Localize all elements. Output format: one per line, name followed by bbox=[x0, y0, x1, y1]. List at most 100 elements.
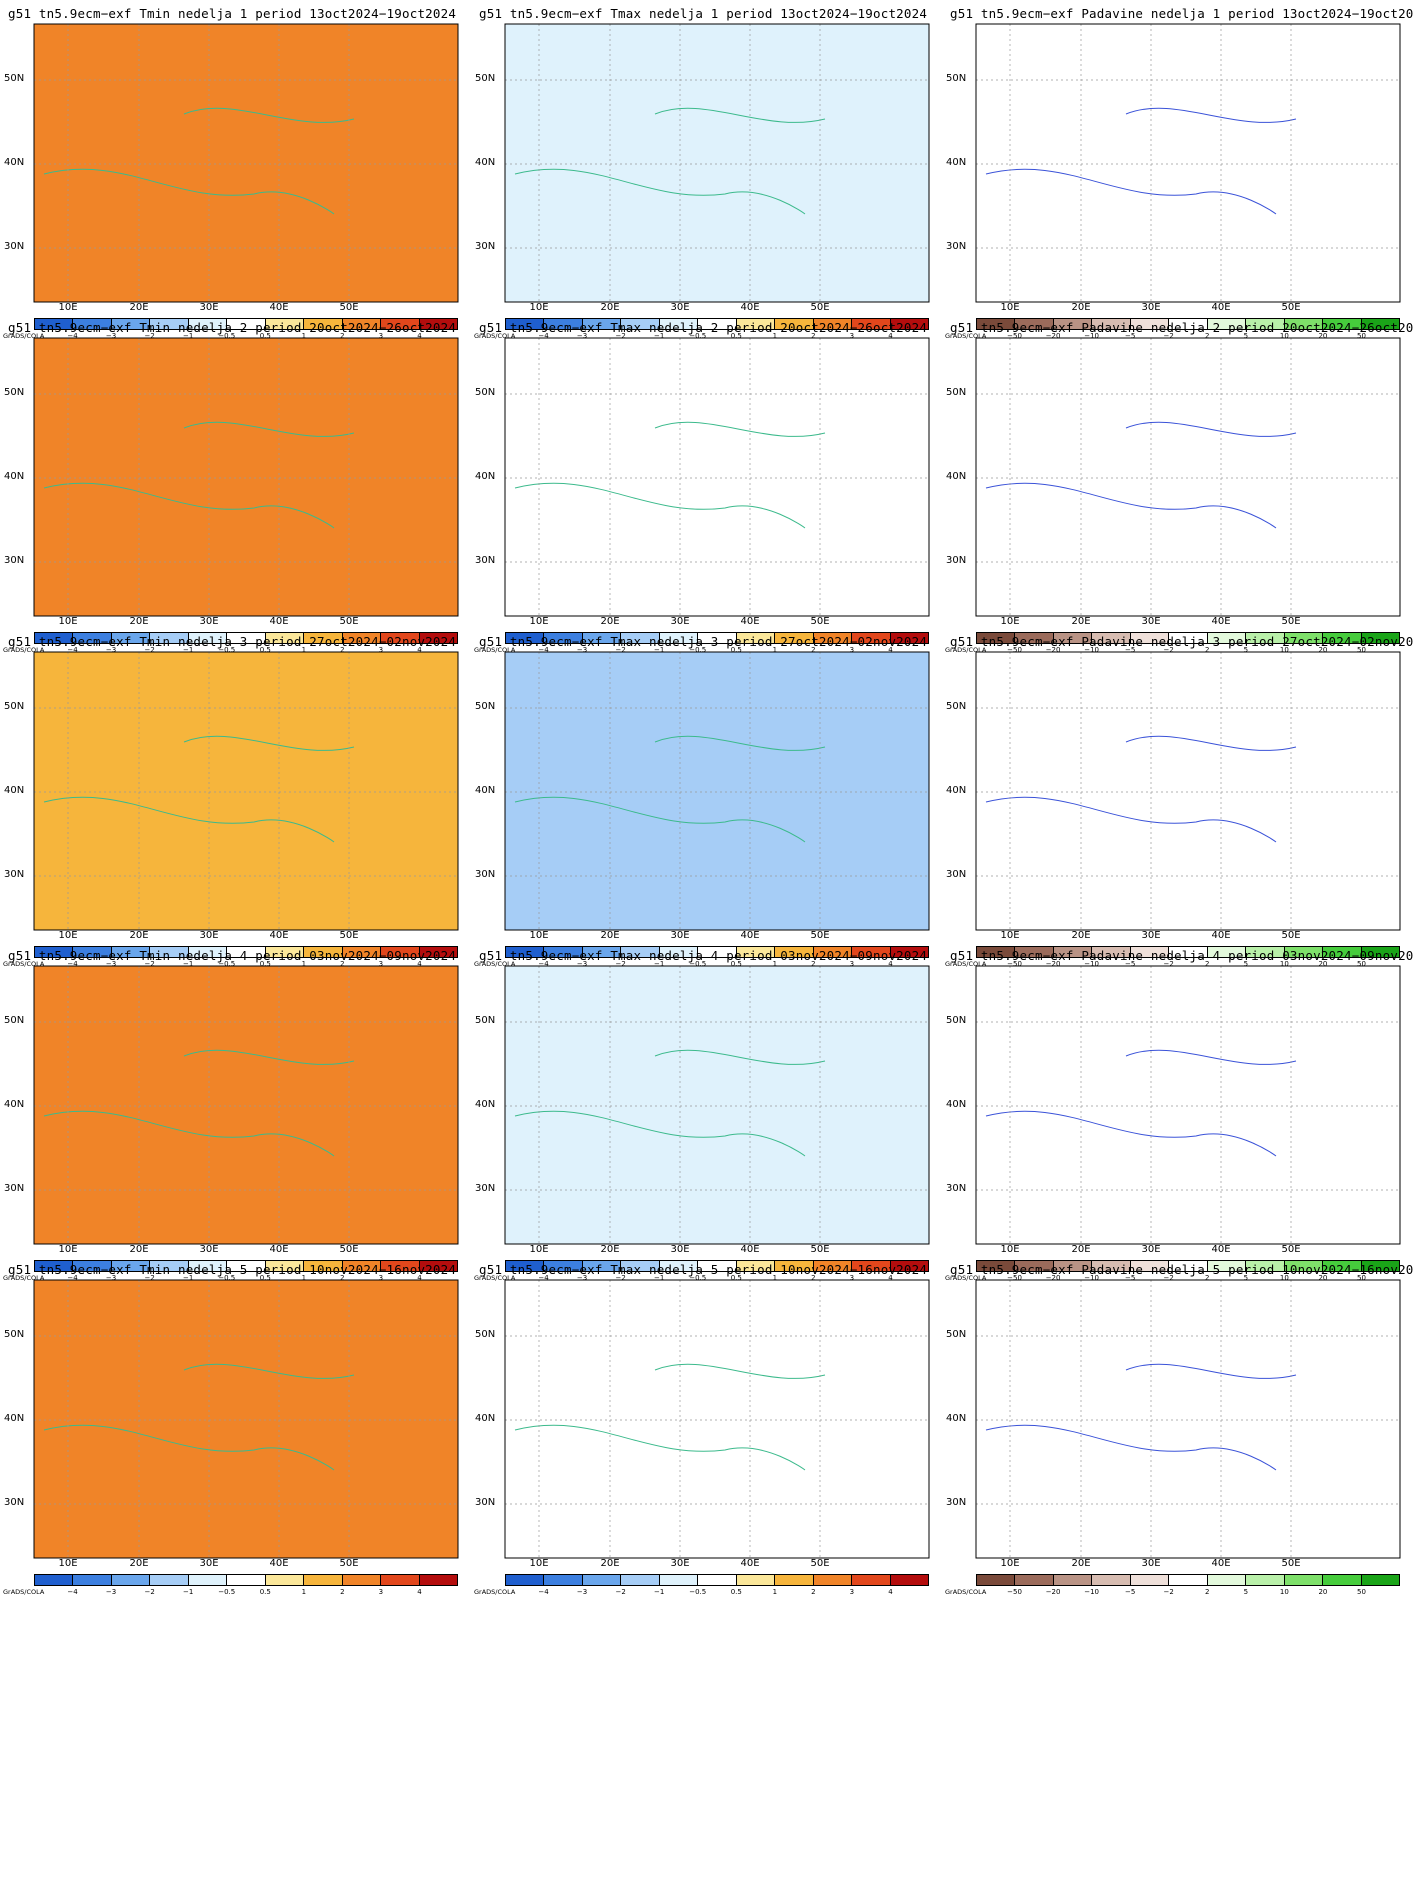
colorbar bbox=[505, 632, 929, 644]
contour-line bbox=[1125, 1363, 1297, 1379]
map-frame bbox=[33, 651, 459, 931]
lon-label: 20E bbox=[1071, 930, 1091, 941]
lon-label: 30E bbox=[670, 302, 690, 313]
colorbar-tick-label: 2 bbox=[811, 1588, 816, 1596]
colorbar-tick-label: −3 bbox=[105, 1274, 117, 1282]
panel-title: g51 tn5.9ecm−exf Tmin nedelja 1 period 1… bbox=[8, 6, 457, 21]
panel-title: g51 tn5.9ecm−exf Padavine nedelja 5 peri… bbox=[950, 1262, 1413, 1277]
colorbar-tick-label: 0.5 bbox=[730, 1274, 742, 1282]
map-frame bbox=[504, 965, 930, 1245]
contour-line bbox=[985, 1424, 1277, 1471]
map-frame bbox=[975, 965, 1401, 1245]
map-panel-tmax-week-4: g51 tn5.9ecm−exf Tmax nedelja 4 period 0… bbox=[471, 942, 942, 1321]
colorbar-segment bbox=[73, 319, 112, 329]
colorbar-tick-label: 3 bbox=[378, 1274, 384, 1282]
colorbar-segment bbox=[736, 633, 776, 643]
colorbar bbox=[34, 946, 458, 958]
colorbar-tick-label: −0.5 bbox=[689, 332, 707, 340]
panel-title: g51 tn5.9ecm−exf Padavine nedelja 2 peri… bbox=[950, 320, 1413, 335]
panel-title: g51 tn5.9ecm−exf Tmax nedelja 3 period 2… bbox=[479, 634, 928, 649]
colorbar-tick-label: −2 bbox=[1163, 1588, 1174, 1596]
contour-line bbox=[1125, 735, 1297, 751]
lat-label: 40N bbox=[946, 785, 967, 796]
colorbar-segment bbox=[1246, 1575, 1285, 1585]
colorbar-tick-label: 10 bbox=[1279, 1274, 1289, 1282]
colorbar-tick-label: 20 bbox=[1318, 646, 1328, 654]
colorbar-segment bbox=[1323, 1575, 1362, 1585]
colorbar-segment bbox=[582, 1575, 622, 1585]
colorbar-segment bbox=[111, 1261, 151, 1271]
contour-line bbox=[514, 1110, 806, 1157]
colorbar-tick-label: 3 bbox=[849, 1588, 855, 1596]
map-frame bbox=[975, 23, 1401, 303]
colorbar-tick-label: 4 bbox=[417, 332, 422, 340]
colorbar-tick-label: 1 bbox=[301, 332, 307, 340]
colorbar-segment bbox=[775, 1261, 814, 1271]
map-plot-area bbox=[33, 23, 459, 303]
colorbar bbox=[976, 946, 1400, 958]
colorbar-segment bbox=[852, 1261, 891, 1271]
contour-line bbox=[43, 796, 335, 843]
colorbar-segment bbox=[227, 633, 266, 643]
colorbar-tick-label: 0.5 bbox=[259, 646, 271, 654]
map-plot-area bbox=[975, 23, 1401, 303]
map-panel-padavine-week-5: g51 tn5.9ecm−exf Padavine nedelja 5 peri… bbox=[942, 1256, 1413, 1635]
colorbar-segment bbox=[188, 1575, 228, 1585]
colorbar-tick-label: −3 bbox=[576, 646, 588, 654]
colorbar-tick-label: −1 bbox=[183, 646, 194, 654]
colorbar-segment bbox=[621, 319, 660, 329]
colorbar-tick-label: −0.5 bbox=[689, 646, 707, 654]
lat-label: 50N bbox=[946, 387, 967, 398]
colorbar-tick-label: −5 bbox=[1125, 1274, 1136, 1282]
colorbar bbox=[34, 1260, 458, 1272]
anomaly-field bbox=[34, 338, 458, 616]
colorbar-tick-label: −4 bbox=[67, 1588, 78, 1596]
colorbar-tick-label: 1 bbox=[772, 332, 778, 340]
colorbar-tick-label: 50 bbox=[1356, 960, 1366, 968]
lat-label: 30N bbox=[475, 241, 496, 252]
colorbar-segment bbox=[1092, 633, 1131, 643]
colorbar-tick-label: 4 bbox=[417, 1588, 422, 1596]
lat-label: 50N bbox=[946, 1329, 967, 1340]
lon-label: 10E bbox=[1000, 616, 1020, 627]
colorbar-segment bbox=[1207, 633, 1247, 643]
colorbar-tick-label: −3 bbox=[105, 960, 117, 968]
colorbar-segment bbox=[582, 947, 622, 957]
colorbar-tick-label: 4 bbox=[417, 1274, 422, 1282]
colorbar-tick-label: −50 bbox=[1007, 960, 1022, 968]
colorbar-segment bbox=[890, 1261, 928, 1271]
colorbar-tick-label: −4 bbox=[67, 1274, 78, 1282]
colorbar-tick-label: −20 bbox=[1045, 960, 1061, 968]
colorbar-credit: GrADS/COLA bbox=[3, 1274, 45, 1282]
lat-label: 50N bbox=[946, 701, 967, 712]
colorbar-tick-label: 2 bbox=[811, 960, 816, 968]
contour-line bbox=[183, 1363, 355, 1379]
lon-label: 40E bbox=[269, 1244, 289, 1255]
colorbar-segment bbox=[621, 1575, 660, 1585]
colorbar-tick-label: −2 bbox=[144, 960, 155, 968]
colorbar-tick-label: 3 bbox=[378, 960, 384, 968]
colorbar-segment bbox=[1207, 1261, 1247, 1271]
lon-label: 30E bbox=[1141, 1244, 1161, 1255]
map-frame bbox=[33, 23, 459, 303]
lon-label: 50E bbox=[339, 930, 359, 941]
colorbar-segment bbox=[419, 947, 457, 957]
colorbar-segment bbox=[813, 947, 853, 957]
map-plot-area bbox=[975, 1279, 1401, 1559]
colorbar-tick-label: 1 bbox=[301, 960, 307, 968]
colorbar-tick-label: −1 bbox=[183, 1274, 194, 1282]
colorbar-credit: GrADS/COLA bbox=[3, 960, 45, 968]
lon-label: 30E bbox=[670, 1244, 690, 1255]
colorbar-tick-label: 1 bbox=[772, 960, 778, 968]
colorbar-tick-label: 10 bbox=[1279, 960, 1289, 968]
lon-label: 50E bbox=[810, 1558, 830, 1569]
lat-label: 30N bbox=[4, 869, 25, 880]
lon-label: 30E bbox=[199, 930, 219, 941]
colorbar-tick-label: −0.5 bbox=[218, 1588, 236, 1596]
colorbar-segment bbox=[890, 319, 928, 329]
colorbar-segment bbox=[1015, 319, 1054, 329]
colorbar bbox=[505, 1260, 929, 1272]
colorbar-segment bbox=[1053, 1575, 1093, 1585]
colorbar-segment bbox=[381, 319, 420, 329]
colorbar-tick-label: −10 bbox=[1084, 1274, 1100, 1282]
